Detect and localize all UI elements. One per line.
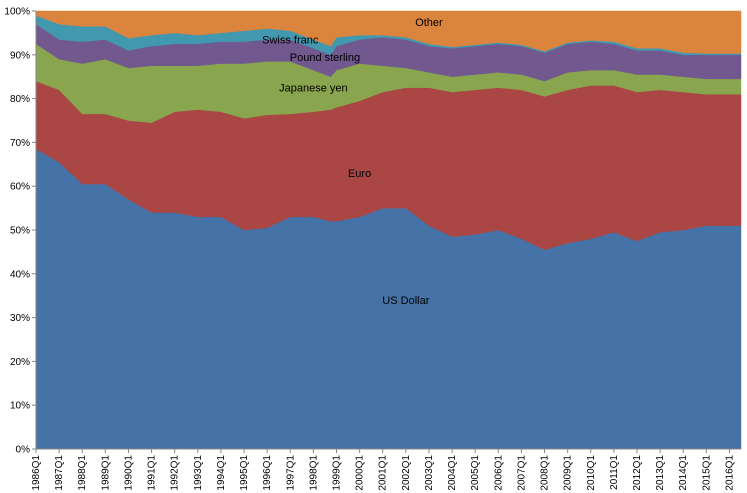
x-tick-label: 2001Q1 bbox=[378, 455, 389, 491]
y-tick-label: 80% bbox=[10, 94, 30, 105]
x-axis-tick-labels: 1986Q1 1987Q1 1988Q1 1989Q1 1990Q1 1991Q1 1992… bbox=[31, 455, 735, 491]
x-tick-label: 2016Q1 bbox=[724, 455, 735, 491]
series-label-other: Other bbox=[415, 17, 443, 29]
series-labels: Other Swiss franc Pound sterling Japanese y… bbox=[262, 17, 443, 307]
y-tick-label: 0% bbox=[16, 445, 31, 456]
x-tick-label: 2003Q1 bbox=[424, 455, 435, 491]
x-tick-label: 1986Q1 bbox=[31, 455, 42, 491]
y-tick-label: 100% bbox=[4, 7, 30, 18]
x-tick-label: 1991Q1 bbox=[147, 455, 158, 491]
x-tick-label: 1992Q1 bbox=[170, 455, 181, 491]
y-tick-label: 20% bbox=[10, 357, 30, 368]
x-tick-label: 2012Q1 bbox=[632, 455, 643, 491]
x-tick-label: 2009Q1 bbox=[563, 455, 574, 491]
x-tick-label: 1993Q1 bbox=[193, 455, 204, 491]
x-tick-label: 1988Q1 bbox=[77, 455, 88, 491]
x-tick-label: 2007Q1 bbox=[516, 455, 527, 491]
x-tick-label: 2004Q1 bbox=[447, 455, 458, 491]
y-tick-label: 10% bbox=[10, 401, 30, 412]
x-tick-label: 1994Q1 bbox=[216, 455, 227, 491]
y-tick-label: 90% bbox=[10, 50, 30, 61]
y-tick-label: 30% bbox=[10, 313, 30, 324]
series-label-japanese-yen: Japanese yen bbox=[279, 83, 348, 95]
y-axis-tick-labels: 0% 10% 20% 30% 40% 50% 60% 70% 80% 90% 100% bbox=[4, 7, 30, 456]
x-tick-label: 2013Q1 bbox=[655, 455, 666, 491]
x-tick-label: 1990Q1 bbox=[123, 455, 134, 491]
x-tick-label: 2002Q1 bbox=[401, 455, 412, 491]
y-tick-label: 60% bbox=[10, 182, 30, 193]
series-label-euro: Euro bbox=[348, 168, 371, 180]
x-tick-label: 1998Q1 bbox=[308, 455, 319, 491]
x-tick-label: 2000Q1 bbox=[355, 455, 366, 491]
x-tick-label: 1997Q1 bbox=[285, 455, 296, 491]
x-tick-label: 2008Q1 bbox=[540, 455, 551, 491]
series-label-swiss-franc: Swiss franc bbox=[262, 34, 319, 46]
axes bbox=[32, 10, 741, 453]
x-tick-label: 2010Q1 bbox=[586, 455, 597, 491]
stacked-areas bbox=[35, 10, 742, 450]
x-tick-label: 1989Q1 bbox=[100, 455, 111, 491]
x-tick-label: 1999Q1 bbox=[331, 455, 342, 491]
series-label-us-dollar: US Dollar bbox=[382, 295, 429, 307]
x-tick-label: 2014Q1 bbox=[678, 455, 689, 491]
x-tick-label: 2005Q1 bbox=[470, 455, 481, 491]
area-other bbox=[35, 10, 742, 54]
x-tick-label: 2006Q1 bbox=[493, 455, 504, 491]
y-tick-label: 50% bbox=[10, 226, 30, 237]
x-tick-label: 2015Q1 bbox=[701, 455, 712, 491]
x-tick-label: 1996Q1 bbox=[262, 455, 273, 491]
x-tick-label: 2011Q1 bbox=[609, 455, 620, 490]
y-tick-label: 70% bbox=[10, 138, 30, 149]
y-tick-label: 40% bbox=[10, 269, 30, 280]
series-label-pound-sterling: Pound sterling bbox=[290, 52, 360, 64]
x-tick-label: 1995Q1 bbox=[239, 455, 250, 491]
x-tick-label: 1987Q1 bbox=[54, 455, 65, 491]
